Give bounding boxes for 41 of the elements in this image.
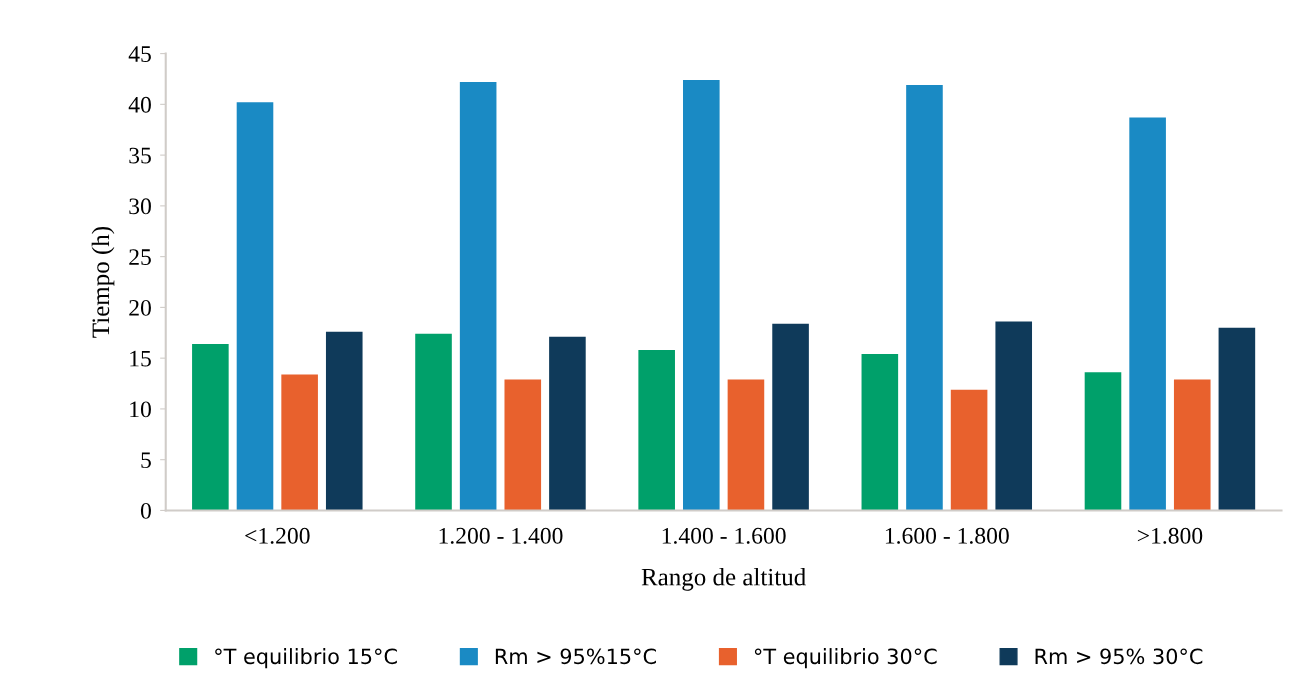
y-tick-label: 0 [140,502,151,519]
x-tick-label: 1.400 - 1.600 [662,527,786,544]
bar [281,374,318,511]
y-tick-label: 10 [130,401,151,418]
bar [549,336,586,511]
bar [906,85,943,511]
legend-label: °T equilibrio 30°C [754,648,937,669]
x-tick-label: 1.600 - 1.800 [885,527,1009,544]
x-tick-label: >1.800 [1137,527,1203,544]
bar [1218,327,1256,511]
bar [638,350,675,511]
bar [1173,379,1211,511]
y-tick-label: 15 [130,350,151,367]
y-tick-label: 25 [129,249,151,266]
bar [459,82,497,511]
bar [325,331,363,511]
y-tick-label: 40 [128,96,151,113]
bar [415,333,452,511]
bar [772,323,809,511]
y-tick-label: 45 [128,46,151,63]
y-tick-label: 20 [129,299,151,316]
legend-label: Rm > 95% 30°C [1035,648,1203,665]
legend-label: °T equilibrio 15°C [215,648,397,669]
x-tick-label: <1.200 [245,527,310,544]
y-tick-label: 30 [129,198,151,215]
bar [727,379,765,511]
bar [1084,372,1122,511]
bar [950,389,988,511]
bar [995,321,1033,511]
bar [861,354,899,511]
bar [504,379,542,511]
bar [236,102,274,511]
bar [192,343,229,511]
legend-label: Rm > 95%15°C [495,648,656,665]
bar [683,79,720,511]
bar [1129,117,1166,511]
x-tick-label: 1.200 - 1.400 [439,527,563,544]
y-tick-label: 35 [129,147,151,164]
x-axis-title: Rango de altitud [641,567,806,591]
y-tick-label: 5 [141,452,151,469]
y-axis-title: Tiempo (h) [91,226,115,338]
